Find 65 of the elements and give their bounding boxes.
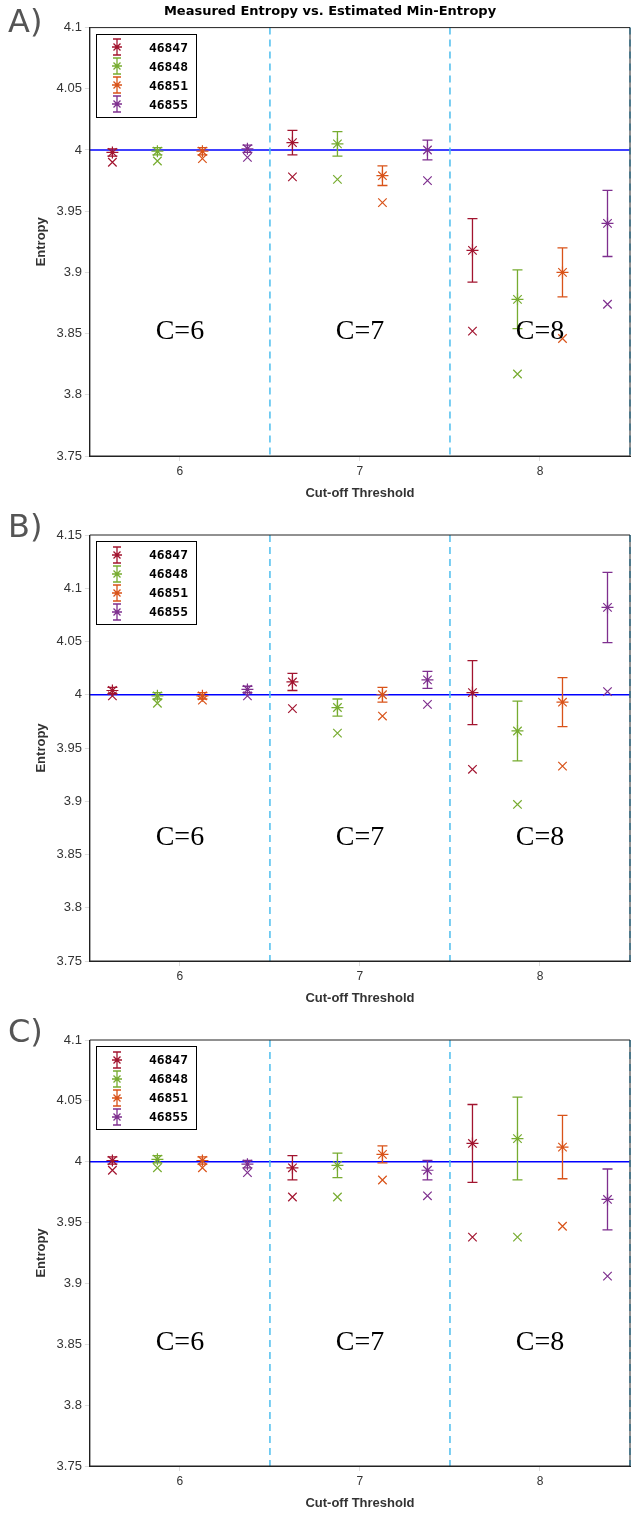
x-axis-title: Cut-off Threshold bbox=[305, 484, 415, 500]
y-tick-label: 4.05 bbox=[56, 1092, 82, 1108]
x-tick-label: 7 bbox=[356, 463, 364, 478]
chart-title: Measured Entropy vs. Estimated Min-Entropy bbox=[163, 3, 497, 19]
x-tick-label: 8 bbox=[536, 463, 544, 478]
text: B) bbox=[8, 507, 43, 545]
y-axis-title: Entropy bbox=[33, 722, 49, 773]
x-tick-label: 6 bbox=[176, 1473, 184, 1488]
y-axis-title: Entropy bbox=[33, 216, 49, 267]
x-tick-label: 6 bbox=[176, 968, 184, 983]
y-tick-label: 3.8 bbox=[63, 1396, 82, 1412]
x-tick-label: 7 bbox=[356, 968, 364, 983]
annotation: C=6 bbox=[155, 1324, 205, 1356]
x-tick-label: 8 bbox=[536, 1473, 544, 1488]
y-axis-title: Entropy bbox=[33, 1227, 49, 1278]
legend-label: 46851 bbox=[148, 1090, 189, 1105]
y-tick-label: 3.95 bbox=[56, 739, 82, 755]
y-tick-label: 3.75 bbox=[56, 447, 82, 463]
legend-label: 46847 bbox=[148, 547, 189, 562]
y-tick-label: 4 bbox=[74, 686, 82, 702]
y-tick-label: 3.95 bbox=[56, 202, 82, 218]
y-tick-label: 3.85 bbox=[56, 1335, 82, 1351]
annotation: C=7 bbox=[335, 314, 385, 346]
y-tick-label: 3.9 bbox=[63, 1275, 82, 1291]
annotation: C=8 bbox=[515, 1324, 565, 1356]
annotation: C=8 bbox=[515, 314, 565, 346]
legend-label: 46855 bbox=[148, 604, 189, 619]
y-tick-label: 3.8 bbox=[63, 899, 82, 915]
y-tick-label: 4 bbox=[74, 1153, 82, 1169]
legend-label: 46848 bbox=[148, 1071, 189, 1086]
text: C) bbox=[8, 1012, 43, 1050]
annotation: C=7 bbox=[335, 1324, 385, 1356]
y-tick-label: 4.1 bbox=[63, 579, 82, 595]
annotation: C=7 bbox=[335, 819, 385, 851]
y-tick-label: 4.15 bbox=[56, 526, 82, 542]
y-tick-label: 4.05 bbox=[56, 80, 82, 96]
legend-label: 46848 bbox=[148, 566, 189, 581]
x-tick-label: 6 bbox=[176, 463, 184, 478]
text: A) bbox=[8, 2, 43, 40]
y-tick-label: 3.9 bbox=[63, 263, 82, 279]
y-tick-label: 4.1 bbox=[63, 1031, 82, 1047]
legend-label: 46855 bbox=[148, 96, 189, 112]
legend-label: 46848 bbox=[148, 58, 189, 74]
y-tick-label: 3.9 bbox=[63, 792, 82, 808]
x-tick-label: 7 bbox=[356, 1473, 364, 1488]
legend-label: 46855 bbox=[148, 1109, 189, 1124]
annotation: C=8 bbox=[515, 819, 565, 851]
annotation: C=6 bbox=[155, 819, 205, 851]
annotation: C=6 bbox=[155, 314, 205, 346]
legend-label: 46847 bbox=[148, 1052, 189, 1067]
y-tick-label: 3.75 bbox=[56, 952, 82, 968]
legend-label: 46851 bbox=[148, 585, 189, 600]
x-axis-title: Cut-off Threshold bbox=[305, 1494, 415, 1510]
y-tick-label: 3.8 bbox=[63, 386, 82, 402]
legend-label: 46851 bbox=[148, 77, 189, 93]
y-tick-label: 4.05 bbox=[56, 633, 82, 649]
x-tick-label: 8 bbox=[536, 968, 544, 983]
y-tick-label: 3.95 bbox=[56, 1214, 82, 1230]
legend-label: 46847 bbox=[148, 39, 189, 55]
y-tick-label: 3.75 bbox=[56, 1457, 82, 1473]
y-tick-label: 4 bbox=[74, 141, 82, 157]
y-tick-label: 4.1 bbox=[63, 19, 82, 35]
y-tick-label: 3.85 bbox=[56, 325, 82, 341]
x-axis-title: Cut-off Threshold bbox=[305, 989, 415, 1005]
y-tick-label: 3.85 bbox=[56, 846, 82, 862]
